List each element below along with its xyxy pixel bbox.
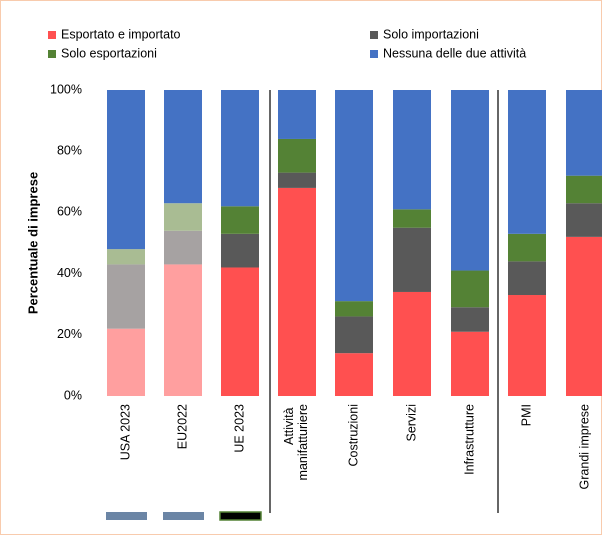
- bar-segment: [107, 264, 145, 329]
- x-tick-label: USA 2023: [118, 404, 132, 460]
- bar-segment: [107, 90, 145, 250]
- bar-segment: [451, 307, 489, 332]
- bar-segment: [566, 90, 602, 176]
- bar-segment: [508, 233, 546, 262]
- marker: [219, 511, 262, 521]
- bar-segment: [393, 227, 431, 292]
- bar-segment: [164, 264, 202, 396]
- bar-segment: [451, 331, 489, 396]
- bar-segment: [393, 90, 431, 210]
- bar-segment: [451, 270, 489, 308]
- legend-swatch: [370, 31, 378, 39]
- legend-swatch: [48, 31, 56, 39]
- bar-segment: [221, 267, 259, 396]
- y-tick-label: 100%: [50, 82, 82, 96]
- x-tick-label: Servizi: [404, 404, 418, 442]
- legend-label: Nessuna delle due attività: [383, 46, 526, 60]
- bar-segment: [278, 90, 316, 139]
- bar-segment: [278, 138, 316, 173]
- bar-segment: [278, 187, 316, 396]
- bar-segment: [566, 203, 602, 237]
- bar-segment: [393, 209, 431, 228]
- bar-segment: [221, 233, 259, 268]
- legend-swatch: [48, 50, 56, 58]
- bar-segment: [566, 175, 602, 204]
- bar-segment: [335, 301, 373, 317]
- bar-segment: [164, 90, 202, 204]
- bar-segment: [566, 236, 602, 396]
- legend-label: Solo importazioni: [383, 27, 479, 41]
- x-tick-label: Attività manifatturiere: [282, 404, 310, 480]
- legend-label: Solo esportazioni: [61, 46, 157, 60]
- y-tick-label: 40%: [57, 266, 82, 280]
- x-tick-label: Grandi imprese: [577, 404, 591, 489]
- bar-segment: [508, 261, 546, 296]
- bar-segment: [221, 206, 259, 234]
- bar-segment: [164, 230, 202, 265]
- y-tick-label: 20%: [57, 327, 82, 341]
- bar-segment: [335, 316, 373, 354]
- bar-segment: [451, 90, 489, 271]
- legend-swatch: [370, 50, 378, 58]
- x-tick-label: Infrastrutture: [462, 404, 476, 475]
- y-tick-label: 80%: [57, 143, 82, 157]
- legend-label: Esportato e importato: [61, 27, 181, 41]
- bar-segment: [393, 291, 431, 396]
- bar-segment: [278, 172, 316, 188]
- marker: [106, 512, 147, 520]
- bar-segment: [221, 90, 259, 207]
- y-axis-label: Percentuale di imprese: [25, 172, 40, 314]
- bar-segment: [508, 90, 546, 234]
- y-tick-label: 60%: [57, 205, 82, 219]
- x-tick-label: UE 2023: [232, 404, 246, 453]
- y-tick-label: 0%: [64, 388, 82, 402]
- bar-segment: [335, 90, 373, 302]
- bar-segment: [508, 295, 546, 396]
- bar-segment: [164, 203, 202, 231]
- bar-segment: [107, 328, 145, 396]
- bar-segment: [335, 353, 373, 396]
- bar-segment: [107, 249, 145, 265]
- x-tick-label: Costruzioni: [346, 404, 360, 467]
- x-tick-label: PMI: [519, 404, 533, 426]
- marker: [163, 512, 204, 520]
- x-tick-label: EU2022: [175, 404, 189, 449]
